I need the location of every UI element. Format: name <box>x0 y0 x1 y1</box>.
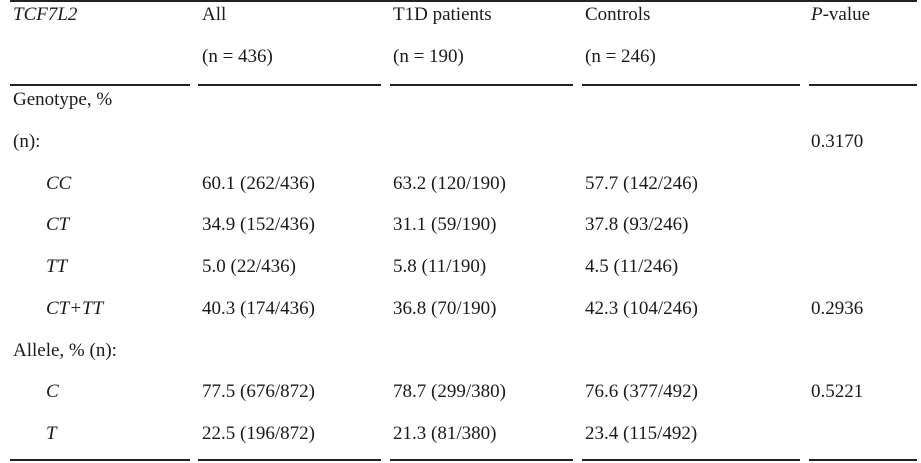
row-t-label: T <box>46 423 57 444</box>
genotype-label-n: (n): <box>13 131 41 152</box>
row-tt-t1d: 5.8 (11/190) <box>393 256 487 277</box>
row-tt-all: 5.0 (22/436) <box>202 256 296 277</box>
header-all-n: (n = 436) <box>202 46 273 67</box>
row-t-all: 22.5 (196/872) <box>202 423 315 444</box>
row-cttt-t1d: 36.8 (70/190) <box>393 298 497 319</box>
row-c-pvalue: 0.5221 <box>811 381 864 402</box>
header-controls: Controls <box>585 4 651 25</box>
row-t-t1d: 21.3 (81/380) <box>393 423 497 444</box>
genotype-label: Genotype, % <box>13 89 113 110</box>
row-cc-label: CC <box>46 173 72 194</box>
bottom-rule-2 <box>198 459 381 461</box>
row-c-controls: 76.6 (377/492) <box>585 381 698 402</box>
row-tt-controls: 4.5 (11/246) <box>585 256 679 277</box>
header-rule-5 <box>809 84 917 86</box>
row-t-controls: 23.4 (115/492) <box>585 423 698 444</box>
row-ct-all: 34.9 (152/436) <box>202 214 315 235</box>
header-pvalue-rest: -value <box>822 4 871 25</box>
header-gene: TCF7L2 <box>13 4 78 25</box>
row-ct-t1d: 31.1 (59/190) <box>393 214 497 235</box>
row-cc-controls: 57.7 (142/246) <box>585 173 698 194</box>
header-rule-4 <box>582 84 800 86</box>
row-cc-all: 60.1 (262/436) <box>202 173 315 194</box>
bottom-rule-3 <box>390 459 573 461</box>
row-c-t1d: 78.7 (299/380) <box>393 381 506 402</box>
allele-label: Allele, % (n): <box>13 340 117 361</box>
top-rule <box>10 0 917 2</box>
row-ct-controls: 37.8 (93/246) <box>585 214 689 235</box>
row-cttt-all: 40.3 (174/436) <box>202 298 315 319</box>
header-rule-2 <box>198 84 381 86</box>
row-cttt-label: CT+TT <box>46 298 104 319</box>
bottom-rule-5 <box>809 459 917 461</box>
row-tt-label: TT <box>46 256 68 277</box>
row-ct-label: CT <box>46 214 70 235</box>
row-c-label: C <box>46 381 59 402</box>
row-cttt-pvalue: 0.2936 <box>811 298 864 319</box>
header-pvalue-p: P <box>811 4 823 25</box>
bottom-rule-1 <box>10 459 190 461</box>
row-cttt-controls: 42.3 (104/246) <box>585 298 698 319</box>
header-pvalue: P-value <box>811 4 870 26</box>
header-controls-n: (n = 246) <box>585 46 656 67</box>
header-rule-1 <box>10 84 190 86</box>
header-t1d: T1D patients <box>393 4 492 25</box>
header-t1d-n: (n = 190) <box>393 46 464 67</box>
row-cc-t1d: 63.2 (120/190) <box>393 173 506 194</box>
genotype-pvalue: 0.3170 <box>811 131 864 152</box>
bottom-rule-4 <box>582 459 800 461</box>
header-rule-3 <box>390 84 573 86</box>
row-c-all: 77.5 (676/872) <box>202 381 315 402</box>
header-all: All <box>202 4 227 25</box>
